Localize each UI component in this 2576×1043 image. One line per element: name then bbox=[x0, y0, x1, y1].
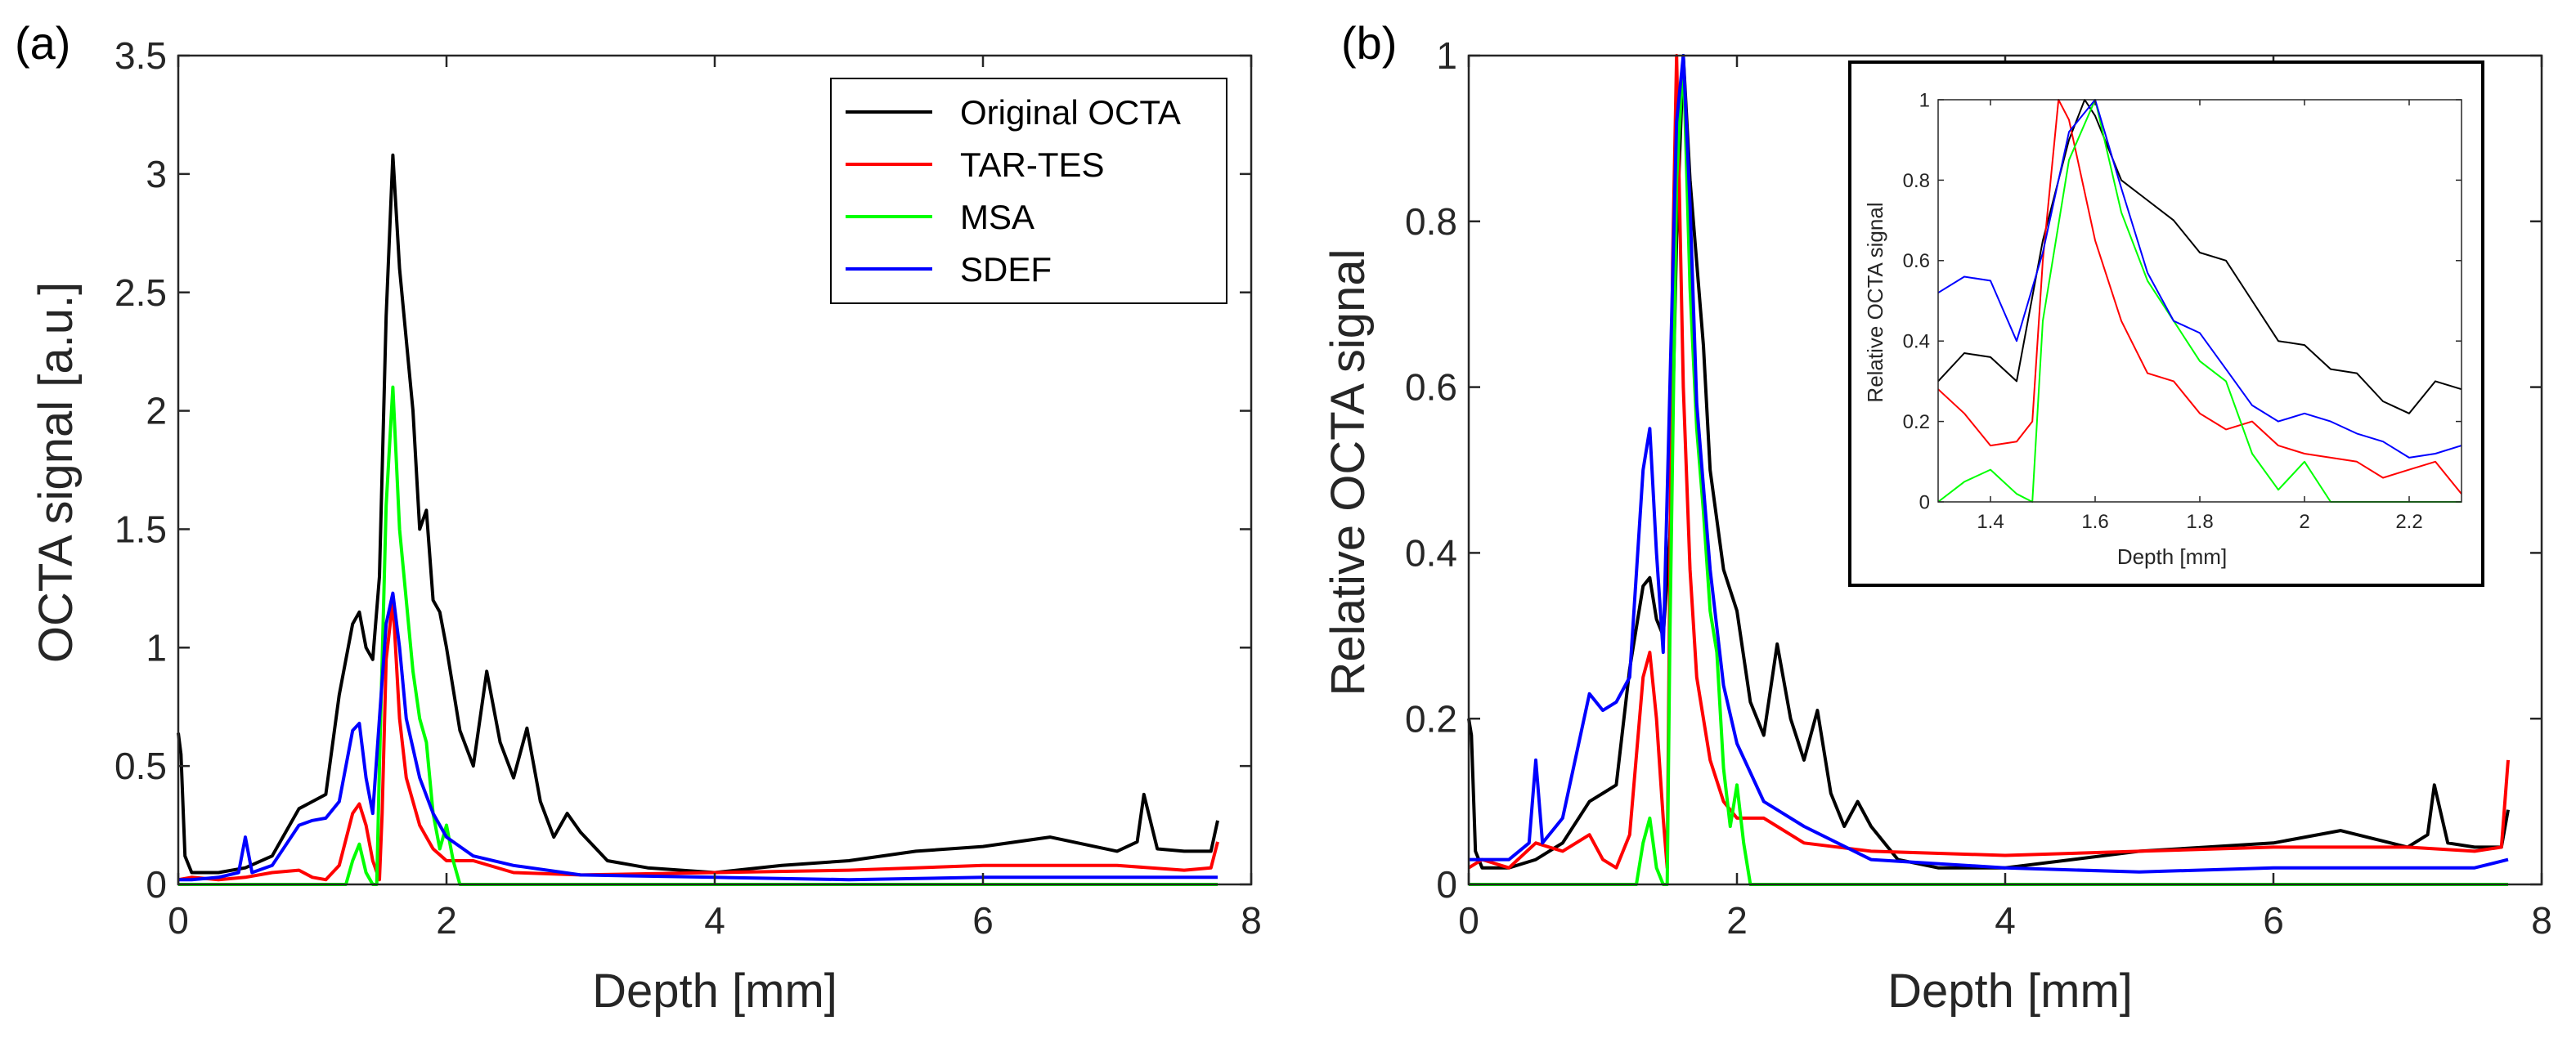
panel-a-xtick-label: 8 bbox=[1241, 899, 1262, 942]
inset-xtick-label: 1.6 bbox=[2081, 511, 2108, 533]
panel-b-label: (b) bbox=[1341, 17, 1397, 69]
inset-series-original-octa bbox=[1937, 99, 2462, 414]
legend-label-sdef: SDEF bbox=[960, 250, 1052, 289]
inset-chart: Relative OCTA signal Depth [mm] 1.4 1.6 1.… bbox=[1848, 60, 2484, 587]
panel-b-chart: (b) Relative OCTA signal Depth [mm] 0 2 4 6… bbox=[1322, 17, 2552, 1018]
legend-label-tar-tes: TAR-TES bbox=[960, 145, 1105, 184]
panel-b-ytick-label: 0.2 bbox=[1405, 697, 1457, 740]
panel-a-xlabel: Depth [mm] bbox=[592, 965, 837, 1018]
inset-series-tar-tes bbox=[1937, 99, 2462, 495]
inset-xtick-label: 1.4 bbox=[1977, 511, 2004, 533]
panel-a-ytick-label: 0 bbox=[146, 863, 167, 906]
panel-a-ytick-label: 1 bbox=[146, 626, 167, 669]
inset-xtick-label: 2.2 bbox=[2395, 511, 2422, 533]
panel-a-ytick-label: 3.5 bbox=[114, 34, 167, 77]
panel-a-xtick-label: 4 bbox=[704, 899, 725, 942]
inset-ytick-label: 1 bbox=[1919, 89, 1930, 111]
panel-a-xtick-label: 6 bbox=[972, 899, 994, 942]
inset-xlabel: Depth [mm] bbox=[2117, 544, 2227, 569]
panel-a-ytick-label: 3 bbox=[146, 153, 167, 195]
panel-a-ylabel: OCTA signal [a.u.] bbox=[29, 282, 83, 663]
panel-b-xtick-label: 8 bbox=[2531, 899, 2552, 942]
inset-ytick-label: 0.4 bbox=[1903, 331, 1930, 353]
inset-ylabel: Relative OCTA signal bbox=[1863, 202, 1887, 402]
inset-xtick-label: 2 bbox=[2299, 511, 2309, 533]
panel-b-series-msa bbox=[1469, 54, 2508, 886]
panel-a-chart: (a) OCTA signal [a.u.] Depth [mm] 0 2 4 6 8 0… bbox=[15, 17, 1262, 1018]
panel-a-series-tar-tes bbox=[177, 598, 1219, 882]
panel-a-series-sdef bbox=[178, 591, 1218, 882]
panel-a-xtick-label: 2 bbox=[436, 899, 457, 942]
inset-series-sdef bbox=[1937, 99, 2462, 459]
panel-b-xtick-label: 4 bbox=[1995, 899, 2016, 942]
panel-b-ylabel: Relative OCTA signal bbox=[1322, 249, 1375, 696]
inset-ytick-label: 0.2 bbox=[1903, 411, 1930, 433]
panel-b-ytick-label: 0.6 bbox=[1405, 366, 1457, 409]
panel-b-xlabel: Depth [mm] bbox=[1887, 965, 2133, 1018]
panel-a-ytick-label: 1.5 bbox=[114, 508, 167, 551]
panel-b-ytick-label: 0.4 bbox=[1405, 532, 1457, 575]
panel-a-ytick-label: 0.5 bbox=[114, 745, 167, 787]
inset-frame bbox=[1848, 60, 2484, 587]
panel-a-ytick-label: 2 bbox=[146, 390, 167, 432]
panel-b-series-original-octa bbox=[1467, 54, 2510, 870]
legend-box bbox=[830, 78, 1227, 304]
panel-b-xtick-label: 0 bbox=[1458, 899, 1479, 942]
panel-b-series-sdef bbox=[1469, 54, 2509, 874]
legend: Original OCTA TAR-TES MSA SDEF bbox=[830, 78, 1227, 304]
legend-label-original-octa: Original OCTA bbox=[960, 93, 1181, 132]
panel-b-ytick-label: 0.8 bbox=[1405, 200, 1457, 243]
panel-b-xtick-label: 6 bbox=[2263, 899, 2284, 942]
panel-a-series-original-octa bbox=[177, 153, 1219, 875]
legend-label-msa: MSA bbox=[960, 198, 1034, 236]
panel-b-series-tar-tes bbox=[1467, 54, 2510, 870]
inset-ytick-label: 0.8 bbox=[1903, 170, 1930, 192]
panel-a-xtick-label: 0 bbox=[168, 899, 189, 942]
inset-ytick-label: 0 bbox=[1919, 491, 1930, 513]
inset-ytick-label: 0.6 bbox=[1903, 250, 1930, 272]
inset-xtick-label: 1.8 bbox=[2186, 511, 2213, 533]
panel-b-ytick-label: 0 bbox=[1436, 863, 1457, 906]
panel-a-ytick-label: 2.5 bbox=[114, 271, 167, 314]
panel-b-xtick-label: 2 bbox=[1726, 899, 1748, 942]
panel-a-series-msa bbox=[178, 385, 1218, 886]
panel-a-label: (a) bbox=[15, 17, 70, 69]
panel-b-ytick-label: 1 bbox=[1436, 34, 1457, 77]
